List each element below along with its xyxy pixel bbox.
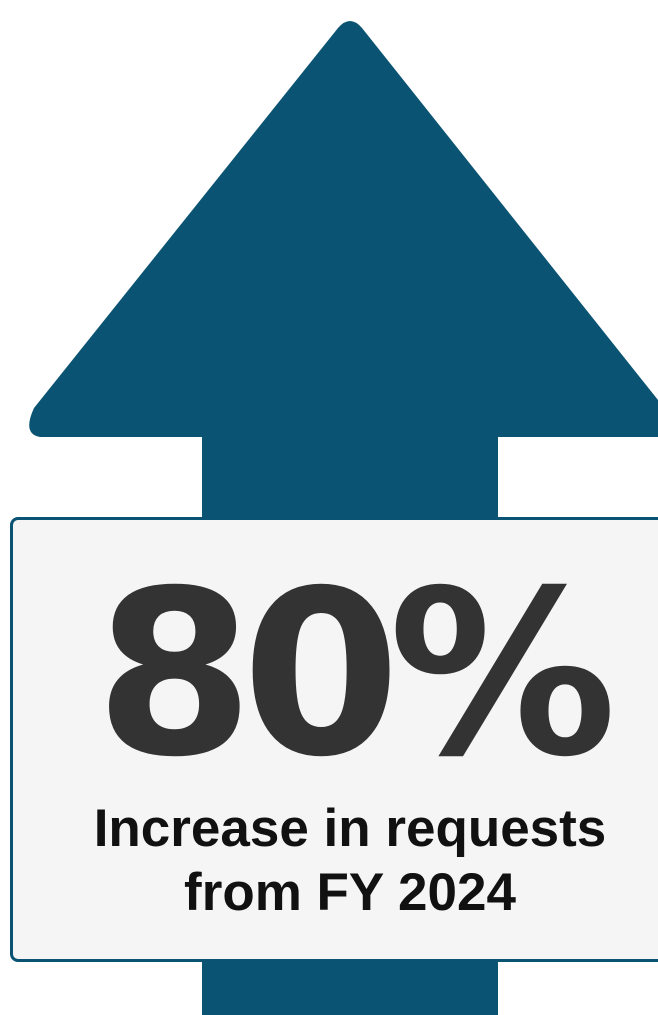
caption-line-1: Increase in requests	[93, 799, 607, 858]
caption-line-2: from FY 2024	[184, 863, 516, 922]
stat-value: 80%	[95, 541, 617, 807]
stat-box	[10, 517, 658, 962]
stat-caption: Increase in requests from FY 2024	[0, 797, 658, 925]
